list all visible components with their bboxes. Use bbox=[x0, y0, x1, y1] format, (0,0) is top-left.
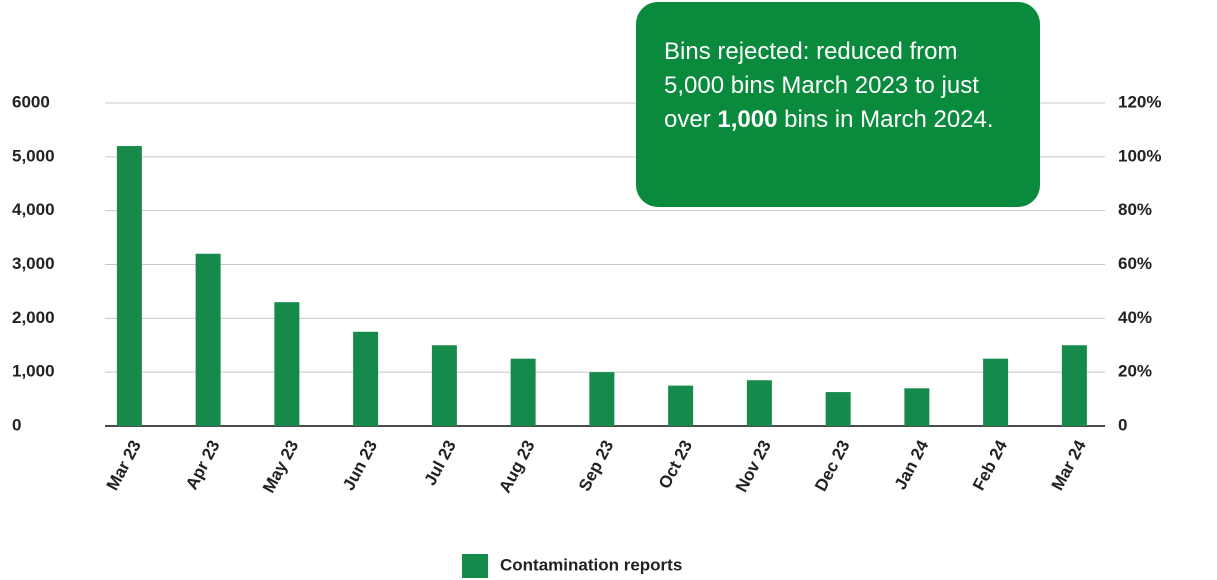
bar bbox=[983, 358, 1009, 426]
y2-tick-label: 120% bbox=[1118, 92, 1161, 111]
y-tick-label: 5,000 bbox=[12, 146, 55, 165]
bar bbox=[195, 253, 221, 426]
annotation-bold: 1,000 bbox=[717, 106, 778, 133]
y2-tick-label: 40% bbox=[1118, 308, 1152, 327]
x-tick-label: Jan 24 bbox=[891, 437, 933, 493]
annotation-text: bins in March 2024. bbox=[777, 106, 994, 133]
bar bbox=[274, 302, 300, 426]
y2-tick-label: 60% bbox=[1118, 254, 1152, 273]
bar bbox=[1061, 345, 1087, 426]
bar bbox=[431, 345, 457, 426]
bar bbox=[668, 385, 694, 426]
x-tick-label: Feb 24 bbox=[969, 437, 1011, 494]
y2-tick-label: 20% bbox=[1118, 362, 1152, 381]
x-tick-label: Sep 23 bbox=[575, 437, 618, 494]
y2-tick-label: 80% bbox=[1118, 200, 1152, 219]
y2-tick-label: 100% bbox=[1118, 146, 1161, 165]
x-tick-label: Jul 23 bbox=[420, 437, 459, 488]
x-tick-label: Jun 23 bbox=[339, 437, 381, 493]
bar bbox=[825, 392, 851, 426]
y-tick-label: 1,000 bbox=[12, 362, 55, 381]
y2-tick-label: 0 bbox=[1118, 415, 1127, 434]
x-tick-label: Apr 23 bbox=[182, 437, 224, 493]
x-tick-label: May 23 bbox=[259, 437, 302, 496]
legend-swatch bbox=[462, 554, 488, 578]
bar bbox=[904, 388, 930, 426]
x-tick-label: Oct 23 bbox=[655, 437, 696, 492]
bar bbox=[116, 146, 142, 427]
bar bbox=[589, 372, 615, 426]
y-tick-label: 2,000 bbox=[12, 308, 55, 327]
annotation: Bins rejected: reduced from 5,000 bins M… bbox=[636, 2, 1040, 207]
x-tick-label: Mar 23 bbox=[103, 437, 145, 493]
x-tick-label: Nov 23 bbox=[732, 437, 775, 495]
y-tick-label: 6000 bbox=[12, 92, 50, 111]
x-tick-label: Aug 23 bbox=[495, 437, 538, 496]
bar bbox=[353, 331, 379, 426]
y-tick-label: 4,000 bbox=[12, 200, 55, 219]
x-tick-label: Mar 24 bbox=[1048, 437, 1090, 494]
y-tick-label: 3,000 bbox=[12, 254, 55, 273]
y-tick-label: 0 bbox=[12, 415, 21, 434]
annotation-text: Bins rejected: reduced from 5,000 bins M… bbox=[664, 38, 979, 133]
bar bbox=[746, 380, 772, 426]
legend-label: Contamination reports bbox=[500, 555, 682, 574]
x-tick-label: Dec 23 bbox=[811, 437, 854, 494]
bar bbox=[510, 358, 536, 426]
